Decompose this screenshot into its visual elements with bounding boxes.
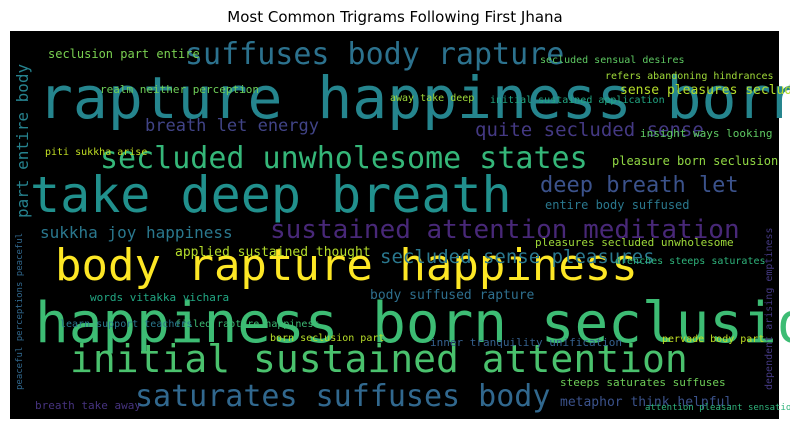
word: inner tranquility unification (430, 336, 622, 349)
word: happiness born seclusion (35, 291, 790, 356)
word: take deep breath (30, 166, 512, 224)
word: quite secluded sense (475, 119, 704, 141)
word: metaphor think helpful (560, 395, 732, 410)
word: seclusion part entire (48, 47, 200, 61)
word: initial sustained attention (70, 337, 688, 381)
word: initial sustained application (490, 95, 665, 106)
word: born seclusion part (270, 333, 384, 344)
word: secluded sensual desires (540, 55, 685, 66)
word: pleasure born seclusion (612, 154, 778, 168)
word: pervade body part (662, 334, 764, 345)
word: words vitakka vichara (90, 291, 229, 304)
word: sustained attention meditation (270, 215, 740, 245)
word: secluded sense pleasures (380, 246, 655, 268)
word: applied sustained thought (175, 245, 371, 260)
word: away take deep (390, 93, 474, 104)
chart-title: Most Common Trigrams Following First Jha… (227, 8, 562, 26)
word: sukkha joy happiness (40, 223, 233, 242)
word: saturates suffuses body (135, 379, 550, 414)
word: refers abandoning hindrances (605, 71, 774, 82)
word: secluded unwholesome states (100, 141, 588, 176)
word: peaceful perceptions peaceful (15, 233, 25, 390)
word: dependent arising emptiness (764, 227, 775, 390)
word: entire body suffused (545, 198, 690, 212)
word: suffuses body rapture (185, 37, 564, 72)
word: rapture happiness born (38, 64, 790, 132)
word: steeps saturates suffuses (560, 376, 726, 389)
word: pleasures secluded unwholesome (535, 236, 734, 249)
word: insight ways looking (640, 127, 772, 140)
word: filled rapture happiness (175, 319, 320, 330)
cloud-background (10, 31, 779, 419)
word: drenches steeps saturates (615, 256, 766, 267)
word: realm neither perception (100, 83, 259, 96)
word: breath take away (35, 399, 141, 412)
word: body rapture happiness (55, 240, 638, 291)
word: piti sukkha arise (45, 147, 147, 158)
word: part entire body (13, 64, 32, 218)
word: deep breath let (540, 173, 739, 198)
word: body suffused rapture (370, 288, 535, 303)
word: sense pleasures secluded (620, 83, 790, 98)
word: attention pleasant sensation (645, 403, 790, 413)
word: breath let energy (145, 116, 319, 136)
word: learn support teachers (60, 319, 192, 330)
